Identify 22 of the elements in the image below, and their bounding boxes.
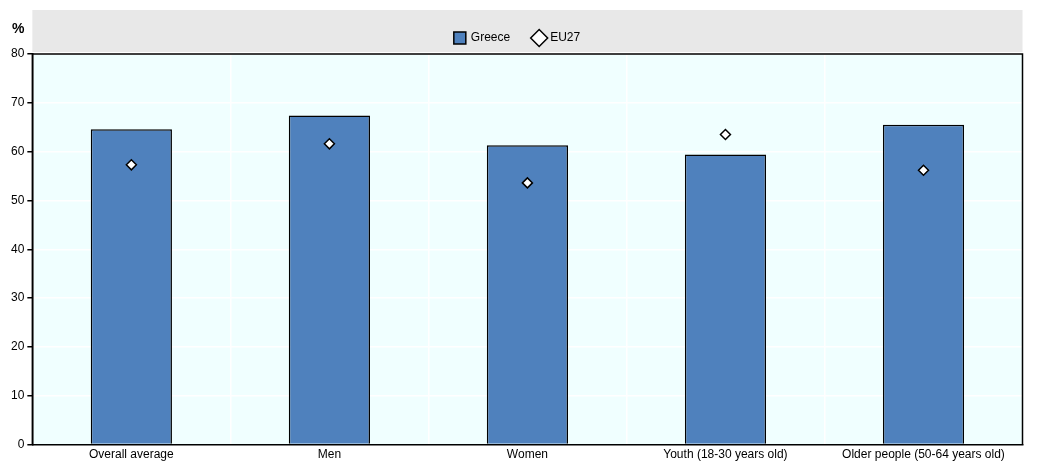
legend-label: Greece bbox=[470, 30, 511, 45]
x-tick-label: Women bbox=[506, 447, 548, 462]
y-axis-title: % bbox=[12, 19, 25, 36]
point bbox=[719, 128, 732, 141]
y-tick-label: 60 bbox=[10, 143, 25, 158]
x-tick-label: Older people (50-64 years old) bbox=[842, 447, 1005, 462]
y-tick-label: 80 bbox=[10, 46, 25, 61]
y-tick-label: 50 bbox=[10, 192, 25, 207]
y-tick-label: 40 bbox=[10, 241, 25, 256]
x-tick-label: Youth (18-30 years old) bbox=[663, 447, 788, 462]
point bbox=[521, 177, 534, 189]
x-tick-label: Overall average bbox=[89, 447, 175, 462]
point bbox=[323, 138, 336, 150]
y-tick-label: 10 bbox=[10, 388, 25, 403]
point bbox=[125, 159, 138, 171]
y-tick-label: 70 bbox=[10, 95, 25, 110]
y-tick-label: 0 bbox=[17, 436, 25, 451]
y-tick-label: 20 bbox=[10, 339, 25, 354]
point bbox=[917, 164, 930, 176]
x-tick-label: Men bbox=[317, 447, 342, 462]
y-tick-label: 30 bbox=[10, 290, 25, 305]
legend-label: EU27 bbox=[550, 30, 581, 45]
